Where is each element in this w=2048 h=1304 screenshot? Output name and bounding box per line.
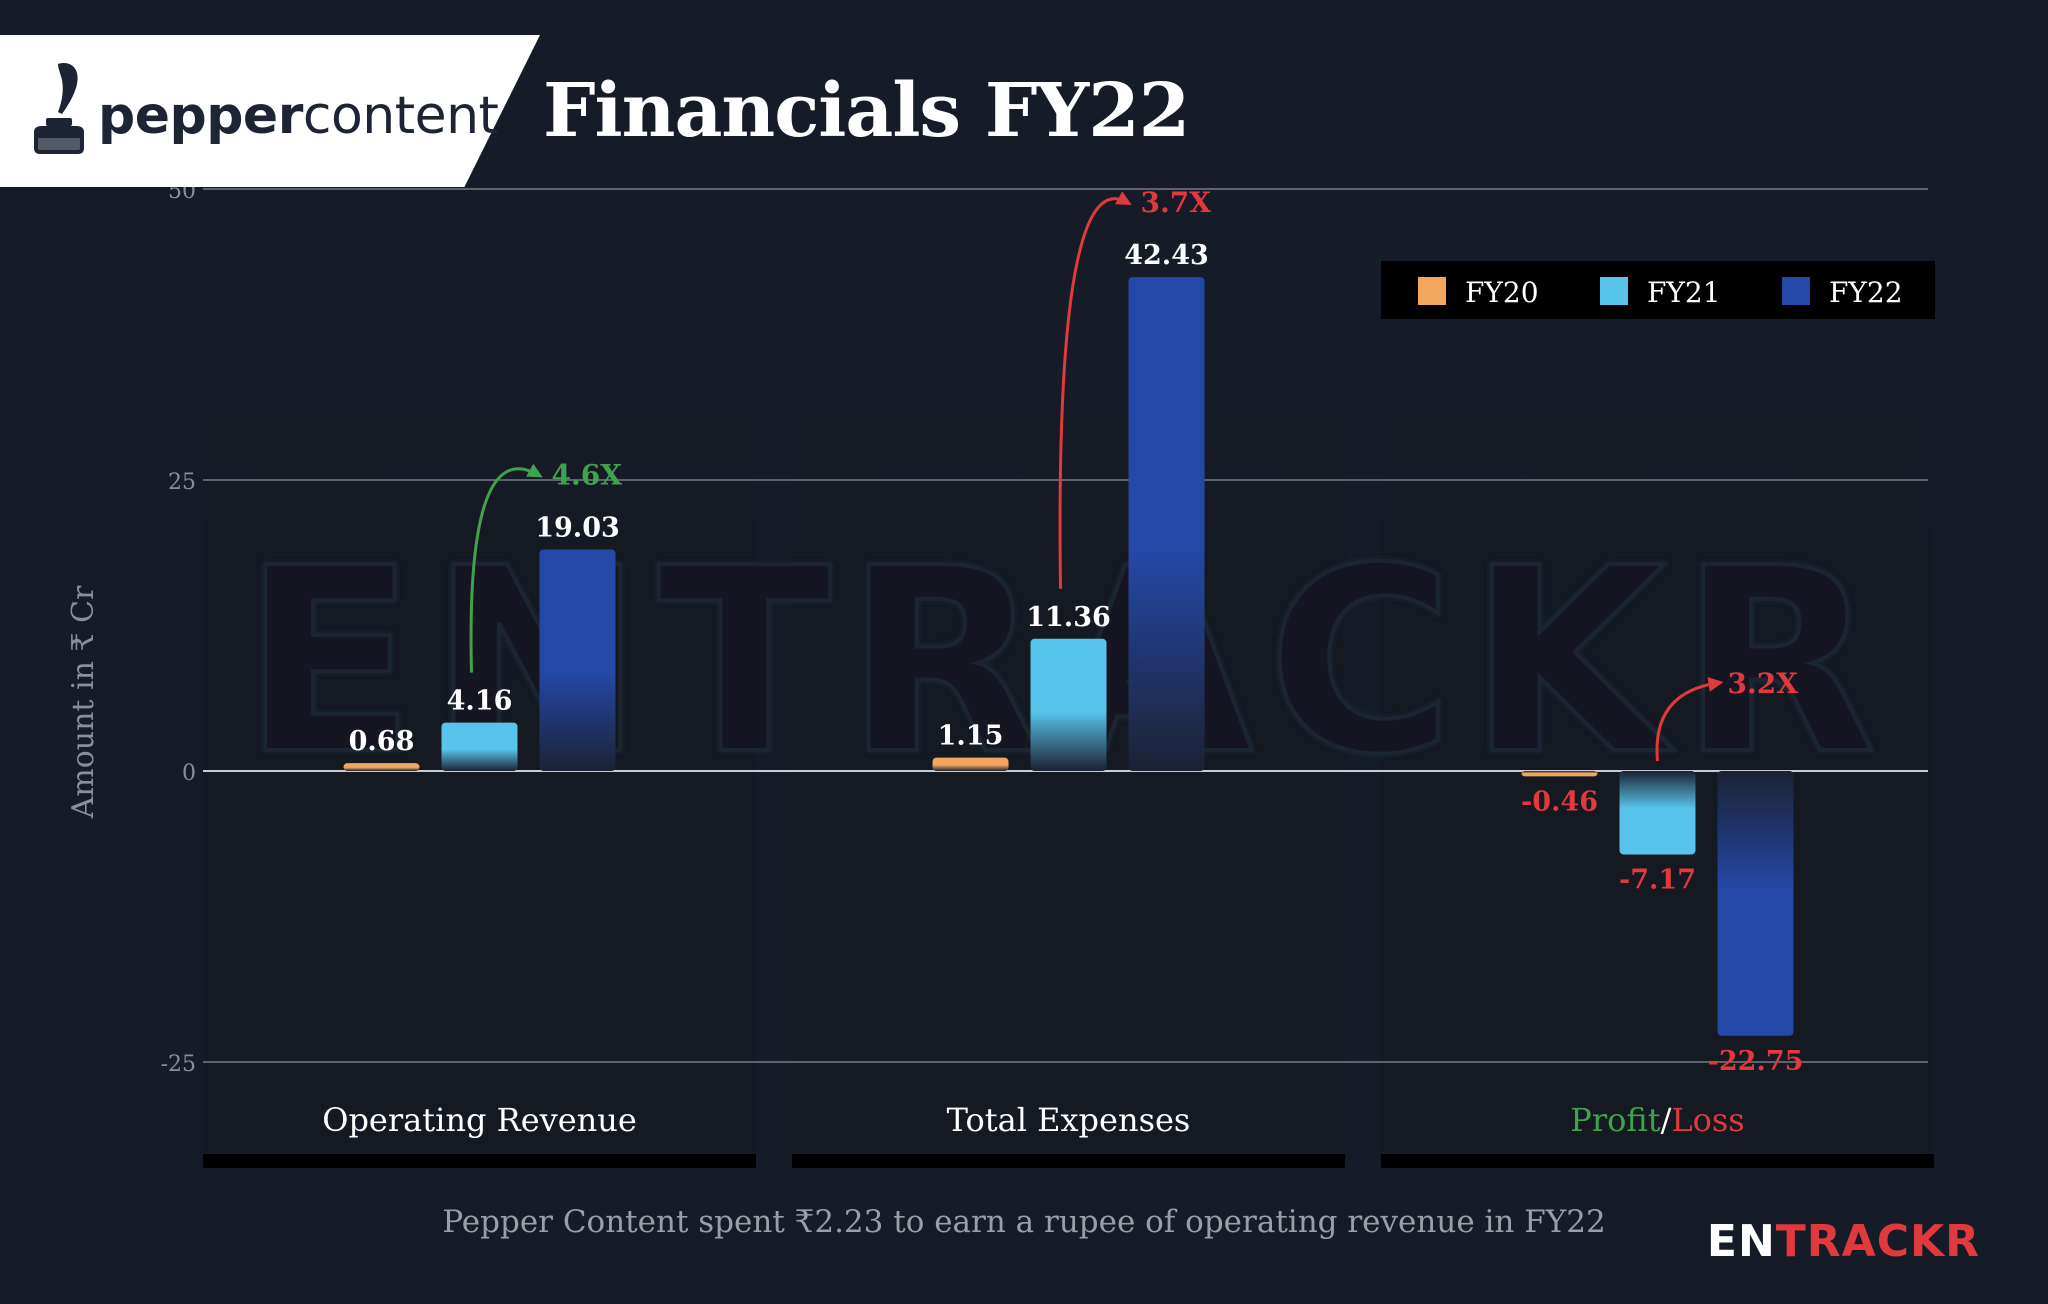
legend-swatch-fy22 xyxy=(1782,277,1810,305)
category-label: Total Expenses xyxy=(947,1101,1191,1139)
logo-wordmark: peppercontent xyxy=(98,86,499,146)
bar-fy20 xyxy=(343,763,420,771)
category-panel-base xyxy=(203,1154,756,1168)
logo-light-text: content xyxy=(302,86,499,146)
growth-arrow xyxy=(469,463,543,673)
y-axis-label: Amount in ₹ Cr xyxy=(66,585,101,819)
data-label: 11.36 xyxy=(1026,602,1111,633)
category-label: Profit/Loss xyxy=(1570,1101,1744,1139)
bar-fy22 xyxy=(539,549,616,771)
growth-arrow xyxy=(1655,676,1724,762)
growth-annotation: 3.7X xyxy=(1141,186,1212,219)
data-label: 4.16 xyxy=(447,686,513,717)
y-tick-label: -25 xyxy=(161,1052,196,1077)
entrackr-brand-logo: ENTRACKR xyxy=(1707,1216,1980,1267)
bar-fy22 xyxy=(1128,277,1205,771)
bar-fy21 xyxy=(1619,771,1696,855)
growth-arrow xyxy=(1058,191,1132,589)
legend-label: FY20 xyxy=(1465,276,1539,309)
bar-fy20 xyxy=(932,757,1009,771)
legend-label: FY22 xyxy=(1829,276,1903,309)
data-label: 1.15 xyxy=(938,721,1004,752)
bar-fy21 xyxy=(1030,638,1107,771)
category-panel-base xyxy=(792,1154,1345,1168)
brand-text-white: EN xyxy=(1706,1216,1776,1267)
data-label: 42.43 xyxy=(1124,240,1209,271)
y-tick-label: 25 xyxy=(168,470,196,495)
footer-note: Pepper Content spent ₹2.23 to earn a rup… xyxy=(442,1204,1606,1240)
legend-swatch-fy20 xyxy=(1418,277,1446,305)
bar-fy21 xyxy=(441,722,518,771)
data-label: 0.68 xyxy=(349,726,415,757)
bar-fy20 xyxy=(1521,771,1598,777)
ink-pot-icon xyxy=(34,63,84,154)
category-label: Operating Revenue xyxy=(322,1101,637,1139)
legend-label: FY21 xyxy=(1647,276,1721,309)
page-title: Financials FY22 xyxy=(543,68,1190,154)
growth-annotation: 3.2X xyxy=(1728,667,1799,700)
data-label: -7.17 xyxy=(1619,864,1696,895)
growth-annotation: 4.6X xyxy=(552,458,623,491)
bar-fy22 xyxy=(1717,771,1794,1036)
category-panel-base xyxy=(1381,1154,1934,1168)
legend-swatch-fy21 xyxy=(1600,277,1628,305)
data-label: -0.46 xyxy=(1521,786,1598,817)
data-label: -22.75 xyxy=(1708,1046,1804,1077)
y-tick-label: 0 xyxy=(182,761,196,786)
legend-box xyxy=(1381,261,1935,319)
data-label: 19.03 xyxy=(535,512,620,543)
logo-panel xyxy=(0,35,540,187)
logo-bold-text: pepper xyxy=(98,86,303,146)
brand-text-red: TRACKR xyxy=(1775,1216,1980,1267)
